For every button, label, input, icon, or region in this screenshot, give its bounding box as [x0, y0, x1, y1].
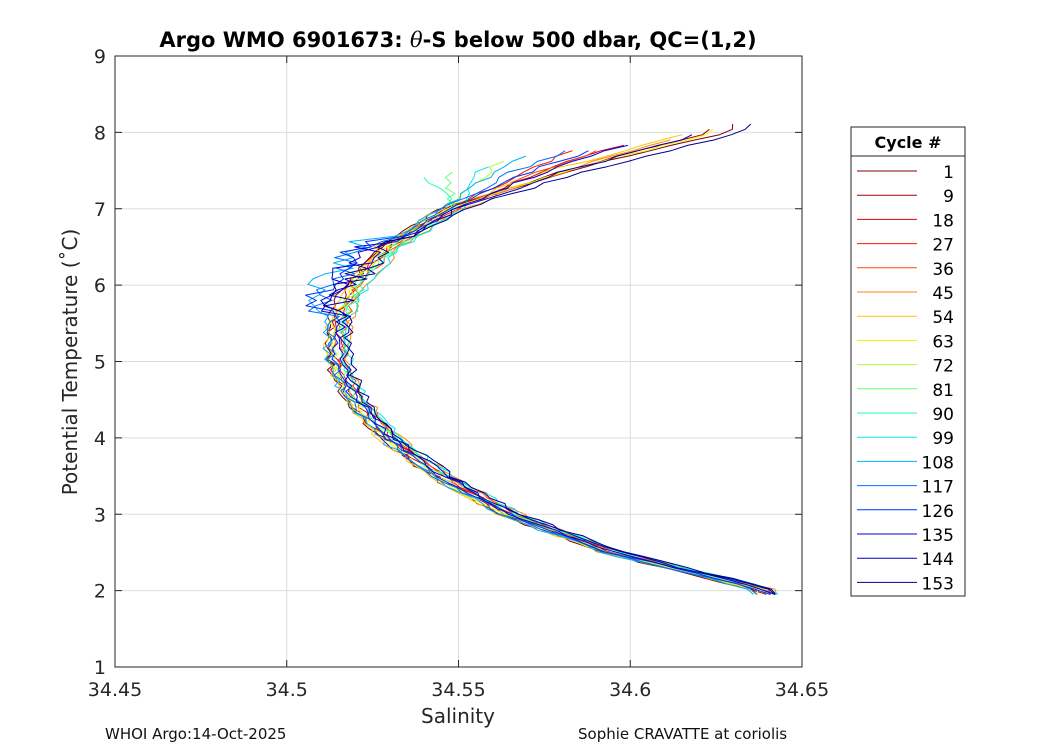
y-tick-label: 7 [94, 199, 106, 221]
profile-curve-cycle-108 [307, 155, 754, 595]
profile-curve-cycle-144 [321, 134, 775, 595]
legend-label: 45 [932, 284, 954, 304]
legend-label: 9 [943, 187, 954, 207]
legend-label: 90 [932, 405, 954, 425]
footer-source: WHOI Argo:14-Oct-2025 [105, 725, 287, 743]
legend-label: 99 [932, 429, 954, 449]
axis-ticks: 34.45 34.5 34.55 34.6 34.65 1 2 3 4 5 6 7 8 9 [88, 46, 829, 701]
x-tick-label: 34.5 [266, 679, 308, 701]
legend-label: 108 [922, 453, 954, 473]
y-tick-label: 3 [94, 504, 106, 526]
x-tick-label: 34.45 [88, 679, 142, 701]
profile-curve-cycle-81 [337, 171, 771, 595]
x-tick-label: 34.6 [609, 679, 651, 701]
profile-curve-cycle-126 [305, 150, 771, 595]
profile-curves [305, 123, 779, 595]
legend-label: 1 [943, 163, 954, 183]
y-tick-label: 5 [94, 352, 106, 374]
y-tick-label: 9 [94, 46, 106, 68]
legend-label: 135 [922, 526, 954, 546]
profile-curve-cycle-63 [328, 128, 759, 595]
profile-curve-cycle-135 [320, 144, 775, 595]
y-axis-label: Potential Temperature (˚C) [58, 229, 82, 496]
legend-label: 18 [932, 211, 954, 231]
legend-label: 153 [922, 574, 954, 594]
profile-curve-cycle-153 [322, 123, 776, 595]
legend-label: 63 [932, 332, 954, 352]
x-tick-label: 34.65 [775, 679, 829, 701]
y-tick-label: 8 [94, 122, 106, 144]
y-tick-label: 2 [94, 581, 106, 603]
legend-box [850, 126, 966, 597]
legend-title: Cycle # [875, 133, 942, 152]
footer-author: Sophie CRAVATTE at coriolis [578, 725, 788, 743]
legend-label: 72 [932, 357, 954, 377]
legend-label: 144 [922, 550, 954, 570]
legend-label: 117 [922, 478, 954, 498]
legend-items: 1 9 18 27 36 45 54 63 72 81 90 99 108 117 126 135 144 153 [857, 163, 954, 594]
x-axis-label: Salinity [421, 704, 495, 728]
legend-label: 81 [932, 381, 954, 401]
x-tick-label: 34.55 [431, 679, 485, 701]
chart-title: Argo WMO 6901673: θ-S below 500 dbar, QC… [159, 28, 756, 52]
y-tick-label: 6 [94, 275, 106, 297]
y-tick-label: 1 [94, 657, 106, 679]
profile-curve-cycle-99 [344, 166, 779, 595]
y-tick-label: 4 [94, 428, 106, 450]
legend: Cycle # 19182736455463728190991081171261… [850, 126, 966, 597]
legend-label: 27 [932, 236, 954, 256]
grid-lines [115, 56, 802, 667]
legend-label: 36 [932, 260, 954, 280]
legend-label: 126 [922, 502, 954, 522]
legend-label: 54 [932, 308, 954, 328]
